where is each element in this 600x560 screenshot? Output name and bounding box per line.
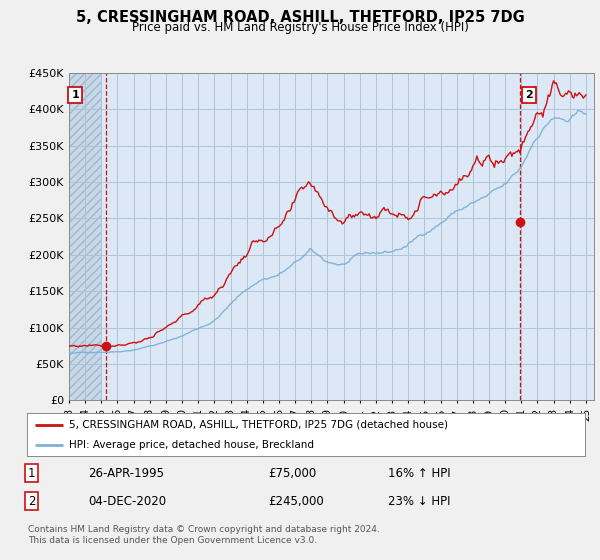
- Text: 26-APR-1995: 26-APR-1995: [88, 466, 164, 480]
- Text: 04-DEC-2020: 04-DEC-2020: [88, 494, 166, 508]
- Text: 16% ↑ HPI: 16% ↑ HPI: [388, 466, 451, 480]
- Text: 5, CRESSINGHAM ROAD, ASHILL, THETFORD, IP25 7DG (detached house): 5, CRESSINGHAM ROAD, ASHILL, THETFORD, I…: [69, 419, 448, 430]
- Text: 2: 2: [28, 494, 35, 508]
- Text: Contains HM Land Registry data © Crown copyright and database right 2024.
This d: Contains HM Land Registry data © Crown c…: [28, 525, 380, 545]
- Text: HPI: Average price, detached house, Breckland: HPI: Average price, detached house, Brec…: [69, 440, 314, 450]
- Text: 1: 1: [28, 466, 35, 480]
- Text: £75,000: £75,000: [268, 466, 316, 480]
- Text: 5, CRESSINGHAM ROAD, ASHILL, THETFORD, IP25 7DG: 5, CRESSINGHAM ROAD, ASHILL, THETFORD, I…: [76, 10, 524, 25]
- Text: £245,000: £245,000: [268, 494, 324, 508]
- Text: 23% ↓ HPI: 23% ↓ HPI: [388, 494, 451, 508]
- Text: 1: 1: [71, 90, 79, 100]
- Text: Price paid vs. HM Land Registry's House Price Index (HPI): Price paid vs. HM Land Registry's House …: [131, 21, 469, 34]
- Text: 2: 2: [526, 90, 533, 100]
- Bar: [69, 73, 101, 400]
